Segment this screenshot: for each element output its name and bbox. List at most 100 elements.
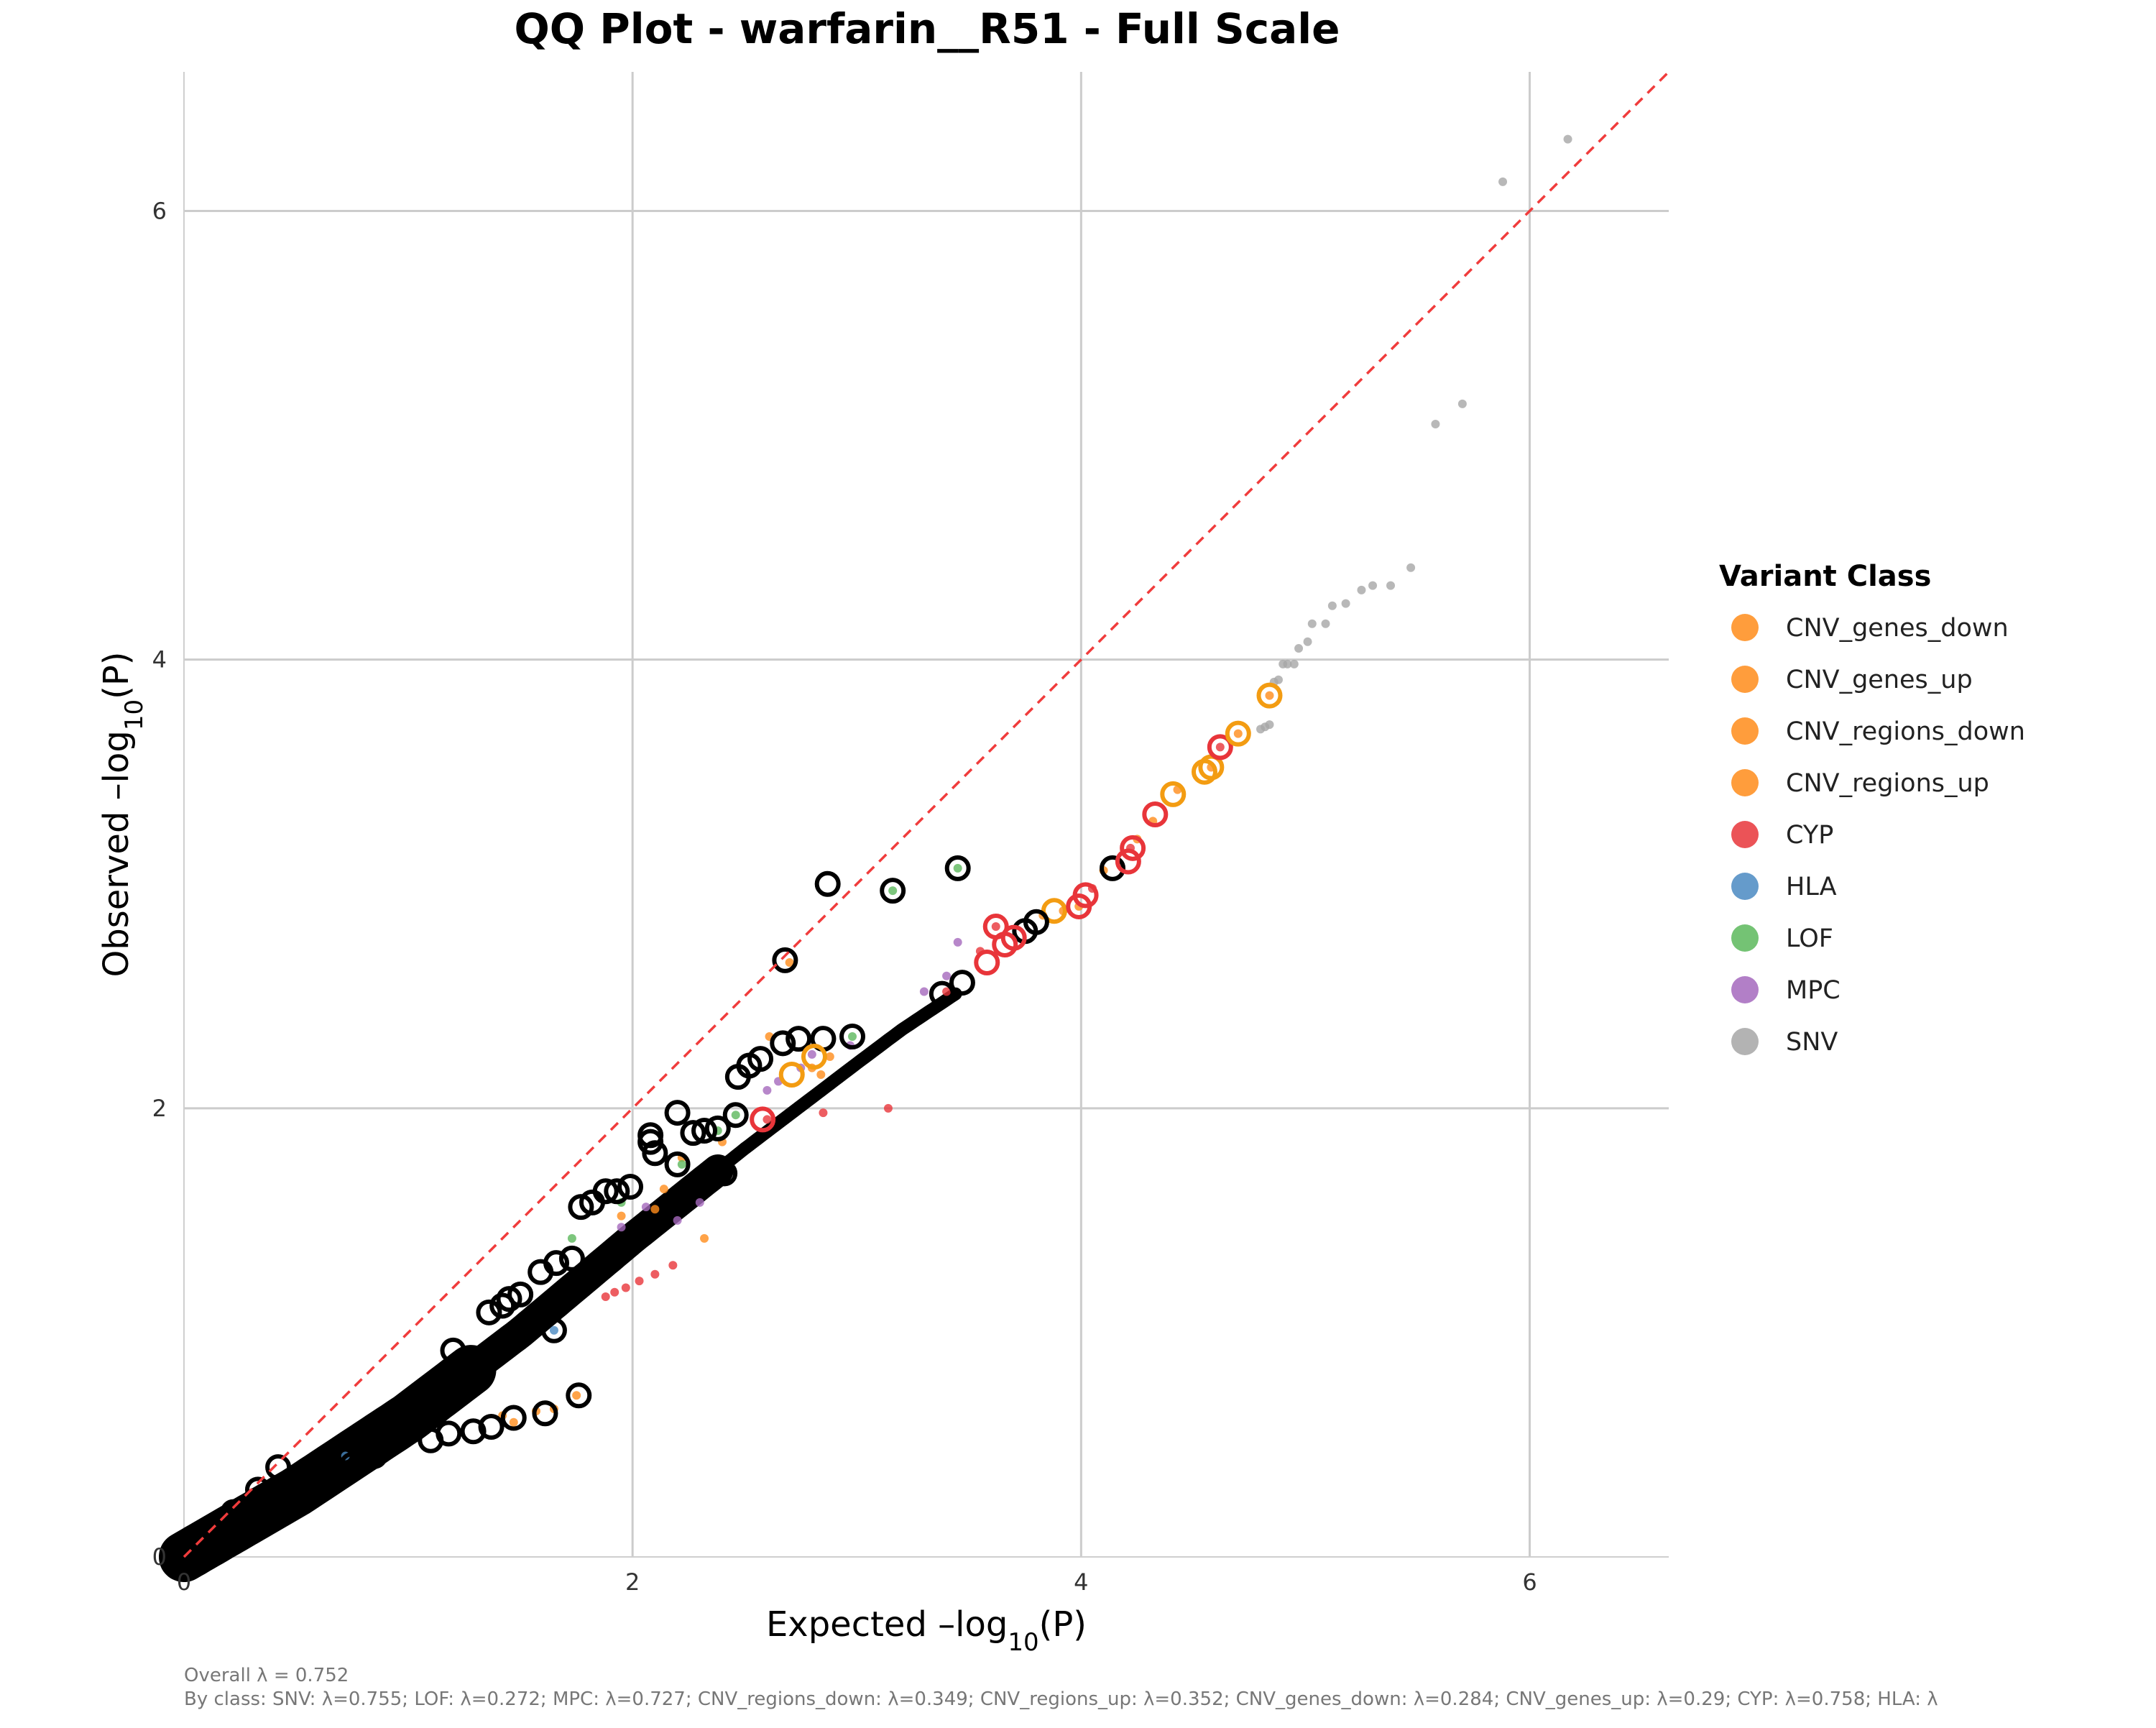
highlighted-point [308, 1465, 334, 1492]
point-snv [1341, 599, 1350, 608]
main-trend [159, 987, 962, 1582]
highlighted-points [220, 682, 1283, 1525]
highlighted-point [507, 1281, 534, 1308]
point-mpc [953, 937, 962, 947]
highlighted-point [558, 1245, 585, 1272]
highlighted-point [664, 1151, 691, 1177]
highlighted-point [617, 1174, 644, 1200]
grid-lines [184, 72, 1669, 1557]
highlighted-point [992, 932, 1018, 958]
point-hla [549, 1325, 558, 1335]
trend-band-narrow [178, 987, 962, 1563]
point-mpc [641, 1203, 650, 1212]
highlighted-point [974, 949, 1000, 975]
highlighted-point [880, 878, 906, 904]
y-tick-label: 4 [152, 646, 167, 674]
highlighted-point [568, 1194, 594, 1221]
point-lof [731, 1111, 740, 1120]
legend-swatch [1731, 614, 1759, 641]
highlighted-point [949, 970, 975, 996]
point-snv [1289, 659, 1299, 668]
highlighted-point [704, 1115, 731, 1141]
highlighted-point [476, 1299, 502, 1325]
highlighted-point [440, 1337, 466, 1364]
highlighted-point [1198, 754, 1225, 781]
y-axis-label-subscript: 10 [120, 699, 149, 730]
point-cyp [1215, 743, 1225, 752]
y-tick-label: 2 [152, 1095, 167, 1122]
point-snv [1457, 399, 1467, 408]
highlighted-point [418, 1427, 444, 1453]
x-tick-label: 0 [177, 1568, 191, 1596]
point-cyp [635, 1277, 644, 1286]
point-snv [1303, 637, 1312, 646]
y-tick-label: 0 [152, 1543, 167, 1571]
point-lof [888, 886, 898, 896]
point-lof [677, 1159, 686, 1169]
highlighted-point [1207, 734, 1233, 760]
point-cnv [785, 957, 794, 967]
legend-swatch [1731, 873, 1759, 900]
highlighted-point [390, 1400, 417, 1427]
highlighted-point [604, 1178, 630, 1205]
highlighted-point [339, 1452, 366, 1479]
point-mpc [673, 1215, 682, 1225]
x-tick-label: 4 [1074, 1568, 1088, 1596]
highlighted-point [478, 1413, 505, 1440]
legend-swatch [1731, 717, 1759, 745]
point-cyp [819, 1108, 828, 1118]
point-snv [1307, 619, 1317, 628]
highlighted-point [532, 1400, 558, 1427]
highlighted-point [944, 855, 971, 881]
highlighted-point [772, 947, 798, 973]
highlighted-point [929, 980, 955, 1007]
legend-swatch [1731, 821, 1759, 848]
point-lof [848, 1031, 857, 1041]
point-mpc [807, 1049, 816, 1059]
tick-labels: 0 2 4 6 0 2 4 6 [152, 197, 1537, 1596]
point-snv [1406, 563, 1416, 572]
point-cnv [1233, 729, 1243, 738]
data-points [341, 134, 1572, 1461]
highlighted-point [566, 1382, 592, 1409]
highlighted-point [1256, 682, 1283, 709]
legend-entries: CNV_genes_down CNV_genes_up CNV_regions_do… [1731, 614, 2025, 1057]
legend-entry-label: MPC [1786, 976, 1841, 1005]
point-snv [1368, 581, 1378, 590]
highlighted-point [1120, 835, 1146, 861]
highlighted-point [1100, 855, 1126, 881]
point-lof [953, 863, 962, 873]
highlighted-point [770, 1030, 796, 1057]
point-cnv [825, 1052, 834, 1062]
highlighted-point [460, 1418, 487, 1445]
highlighted-point [722, 1102, 749, 1129]
legend-entry-label: SNV [1786, 1028, 1838, 1057]
point-cyp [668, 1261, 678, 1270]
x-axis-label-subscript: 10 [1008, 1628, 1038, 1657]
point-snv [1431, 419, 1440, 428]
point-snv [1321, 619, 1330, 628]
y-tick-label: 6 [152, 197, 167, 224]
highlighted-point [1115, 848, 1141, 875]
highlighted-point [500, 1405, 527, 1431]
highlighted-point [361, 1443, 388, 1469]
highlighted-point [1160, 781, 1187, 807]
point-snv [1386, 581, 1396, 590]
point-mpc [942, 971, 952, 980]
point-cyp [763, 1115, 772, 1124]
legend-entry-label: HLA [1786, 873, 1837, 901]
y-axis-label: Observed –log10(P) [96, 651, 149, 977]
x-axis-label: Expected –log10(P) [766, 1604, 1087, 1657]
highlighted-point [220, 1499, 247, 1525]
point-cnv [1265, 691, 1274, 700]
point-cyp [942, 987, 952, 996]
highlighted-point [750, 1106, 776, 1133]
legend-swatch [1731, 769, 1759, 796]
point-cyp [991, 922, 1000, 932]
point-mpc [617, 1223, 626, 1232]
highlighted-point [283, 1465, 310, 1492]
legend-entry-label: CNV_genes_up [1786, 666, 1973, 694]
highlighted-point [244, 1476, 271, 1503]
point-cnv [816, 1070, 826, 1080]
point-cyp [601, 1292, 610, 1301]
